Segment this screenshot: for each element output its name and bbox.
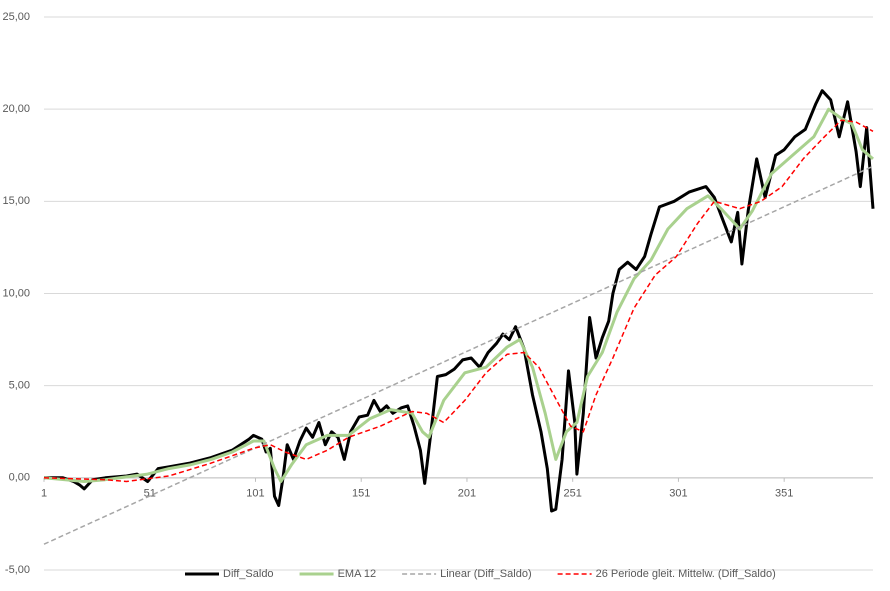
y-tick-label: 25,00 [2, 11, 30, 23]
y-tick-label: -5,00 [5, 564, 30, 576]
x-tick-label: 251 [564, 488, 582, 500]
x-tick-label: 101 [246, 488, 264, 500]
y-tick-label: 5,00 [9, 380, 30, 392]
legend-label: EMA 12 [338, 568, 377, 580]
legend-label: Linear (Diff_Saldo) [440, 568, 532, 580]
legend-label: Diff_Saldo [223, 568, 274, 580]
legend-label: 26 Periode gleit. Mittelw. (Diff_Saldo) [596, 568, 776, 580]
x-tick-label: 201 [458, 488, 476, 500]
series-line [43, 107, 874, 483]
y-tick-label: 20,00 [2, 103, 30, 115]
y-tick-label: 0,00 [9, 472, 30, 484]
x-tick-label: 351 [775, 488, 793, 500]
series-line [43, 119, 874, 483]
x-tick-label: 301 [669, 488, 687, 500]
series-line [44, 89, 875, 513]
x-tick-label: 1 [41, 488, 47, 500]
y-tick-label: 15,00 [2, 195, 30, 207]
x-tick-label: 151 [352, 488, 370, 500]
y-tick-label: 10,00 [2, 287, 30, 299]
